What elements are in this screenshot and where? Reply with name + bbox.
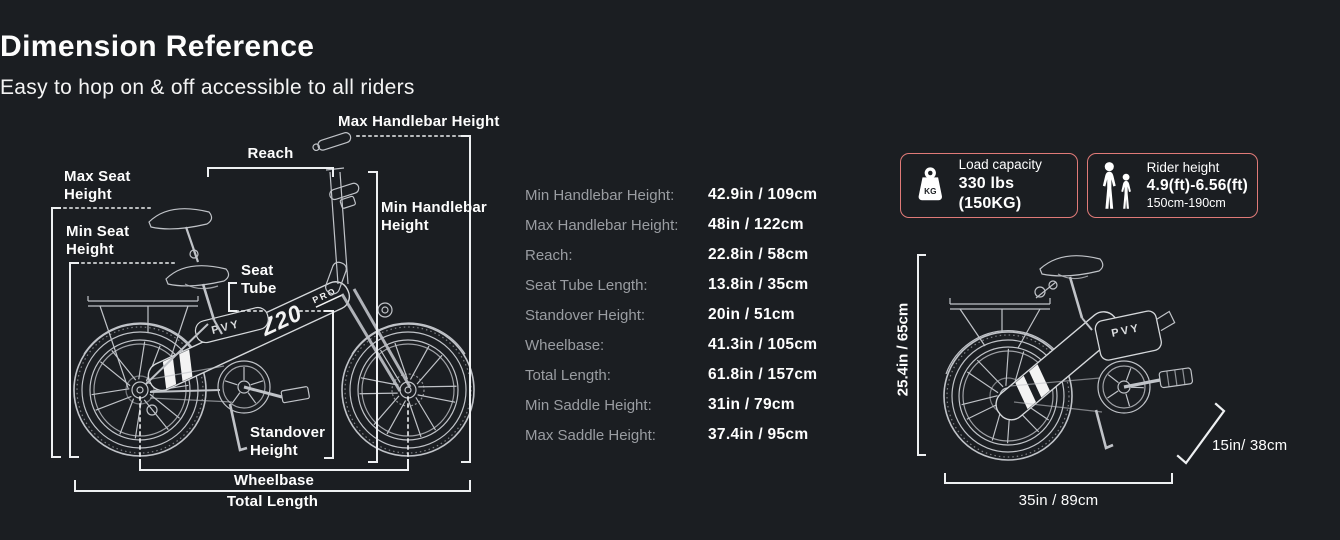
spec-value: 22.8in / 58cm xyxy=(708,246,809,263)
spec-value: 37.4in / 95cm xyxy=(708,426,809,443)
spec-row: Reach: 22.8in / 58cm xyxy=(525,240,845,270)
spec-value: 31in / 79cm xyxy=(708,396,795,413)
bike-folded-illustration: PVY xyxy=(943,255,1194,461)
spec-row: Max Handlebar Height: 48in / 122cm xyxy=(525,210,845,240)
label-seat-tube: Seat Tube xyxy=(241,262,277,298)
rider-height-value: 4.9(ft)-6.56(ft) xyxy=(1146,177,1248,195)
folded-rack xyxy=(949,298,1051,349)
spec-list: Min Handlebar Height: 42.9in / 109cm Max … xyxy=(525,180,845,450)
seat-stay xyxy=(145,323,209,385)
spec-row: Standover Height: 20in / 51cm xyxy=(525,300,845,330)
label-standover-height: Standover Height xyxy=(250,424,326,460)
kg-icon-label: KG xyxy=(924,187,936,196)
label-total-length: Total Length xyxy=(226,493,319,510)
spec-label: Max Handlebar Height: xyxy=(525,216,679,234)
dimension-lines xyxy=(51,135,1226,492)
folded-saddle xyxy=(1034,255,1104,319)
spec-label: Min Saddle Height: xyxy=(525,396,652,414)
chain-stay xyxy=(149,389,221,393)
folded-kickstand xyxy=(1094,409,1114,450)
label-wheelbase: Wheelbase xyxy=(233,472,315,489)
spec-row: Min Saddle Height: 31in / 79cm xyxy=(525,390,845,420)
label-max-seat-height: Max Seat Height xyxy=(64,168,131,204)
folded-height-bracket xyxy=(917,254,926,456)
crank-set xyxy=(217,360,310,414)
spec-label: Max Saddle Height: xyxy=(525,426,656,444)
handlebar-stem xyxy=(312,132,360,295)
spec-label: Reach: xyxy=(525,246,573,264)
spec-label: Min Handlebar Height: xyxy=(525,186,675,204)
total-length-bracket xyxy=(74,480,471,492)
label-min-seat-height: Min Seat Height xyxy=(66,223,130,259)
kickstand xyxy=(228,403,248,452)
spec-value: 13.8in / 35cm xyxy=(708,276,809,293)
folded-rear-body: PVY xyxy=(1094,310,1176,361)
saddle-max-position xyxy=(148,208,213,263)
derailleur xyxy=(146,404,158,416)
spec-row: Max Saddle Height: 37.4in / 95cm xyxy=(525,420,845,450)
standover-bracket xyxy=(324,310,334,459)
rider-height-title: Rider height xyxy=(1146,159,1220,175)
spec-label: Wheelbase: xyxy=(525,336,605,354)
spec-value: 48in / 122cm xyxy=(708,216,804,233)
page-title: Dimension Reference xyxy=(0,30,315,63)
rear-fender xyxy=(83,322,198,355)
main-frame-tube: Z20 PRO xyxy=(147,281,351,392)
label-min-handlebar-height: Min Handlebar Height xyxy=(381,199,487,235)
spec-label: Total Length: xyxy=(525,366,611,384)
seat-tube-bracket xyxy=(228,282,237,312)
min-seat-bracket xyxy=(69,262,79,458)
chain xyxy=(145,365,233,403)
spec-value: 41.3in / 105cm xyxy=(708,336,818,353)
spec-row: Total Length: 61.8in / 157cm xyxy=(525,360,845,390)
folded-chain xyxy=(1009,377,1103,413)
folded-depth-dim: 15in/ 38cm xyxy=(1212,437,1288,454)
load-capacity-value: 330 lbs (150KG) xyxy=(958,174,1022,212)
folded-wheel xyxy=(943,331,1073,461)
spec-value: 61.8in / 157cm xyxy=(708,366,818,383)
label-max-handlebar-height: Max Handlebar Height xyxy=(338,113,500,130)
folded-depth-bracket xyxy=(1176,402,1226,465)
folded-height-dim: 25.4in / 65cm xyxy=(894,302,912,397)
hub-dashed-lines xyxy=(139,396,409,469)
page-subtitle: Easy to hop on & off accessible to all r… xyxy=(0,76,415,99)
label-reach: Reach xyxy=(247,145,294,162)
rider-height-badge: Rider height 4.9(ft)-6.56(ft) 150cm-190c… xyxy=(1087,153,1258,218)
reach-bracket xyxy=(207,167,334,177)
folded-width-bracket xyxy=(944,473,1173,484)
folded-crank-set xyxy=(1097,360,1194,414)
folded-width-dim: 35in / 89cm xyxy=(1018,492,1099,509)
folded-seatpost-link xyxy=(1081,317,1093,331)
lower-frame-tube: PVY xyxy=(194,306,269,344)
kg-weight-icon: KG xyxy=(918,166,942,200)
spec-value: 20in / 51cm xyxy=(708,306,795,323)
rider-height-range: 150cm-190cm xyxy=(1146,195,1226,210)
spec-row: Min Handlebar Height: 42.9in / 109cm xyxy=(525,180,845,210)
saddle-min-position xyxy=(165,265,230,321)
bike-side-illustration: Z20 PRO PVY xyxy=(73,132,475,457)
seat-tube-line xyxy=(213,319,223,335)
max-seat-bracket xyxy=(51,207,61,458)
spec-row: Wheelbase: 41.3in / 105cm xyxy=(525,330,845,360)
wheelbase-bracket xyxy=(139,459,409,471)
front-wheel xyxy=(341,323,475,457)
min-handlebar-bracket xyxy=(368,171,378,463)
rider-height-icon xyxy=(1102,161,1131,209)
load-capacity-badge: KG Load capacity 330 lbs (150KG) xyxy=(900,153,1078,218)
max-handlebar-bracket xyxy=(461,135,471,463)
spec-value: 42.9in / 109cm xyxy=(708,186,818,203)
front-fender xyxy=(351,322,466,355)
spec-row: Seat Tube Length: 13.8in / 35cm xyxy=(525,270,845,300)
load-capacity-title: Load capacity xyxy=(958,157,1042,173)
spec-label: Standover Height: xyxy=(525,306,646,324)
spec-label: Seat Tube Length: xyxy=(525,276,648,294)
